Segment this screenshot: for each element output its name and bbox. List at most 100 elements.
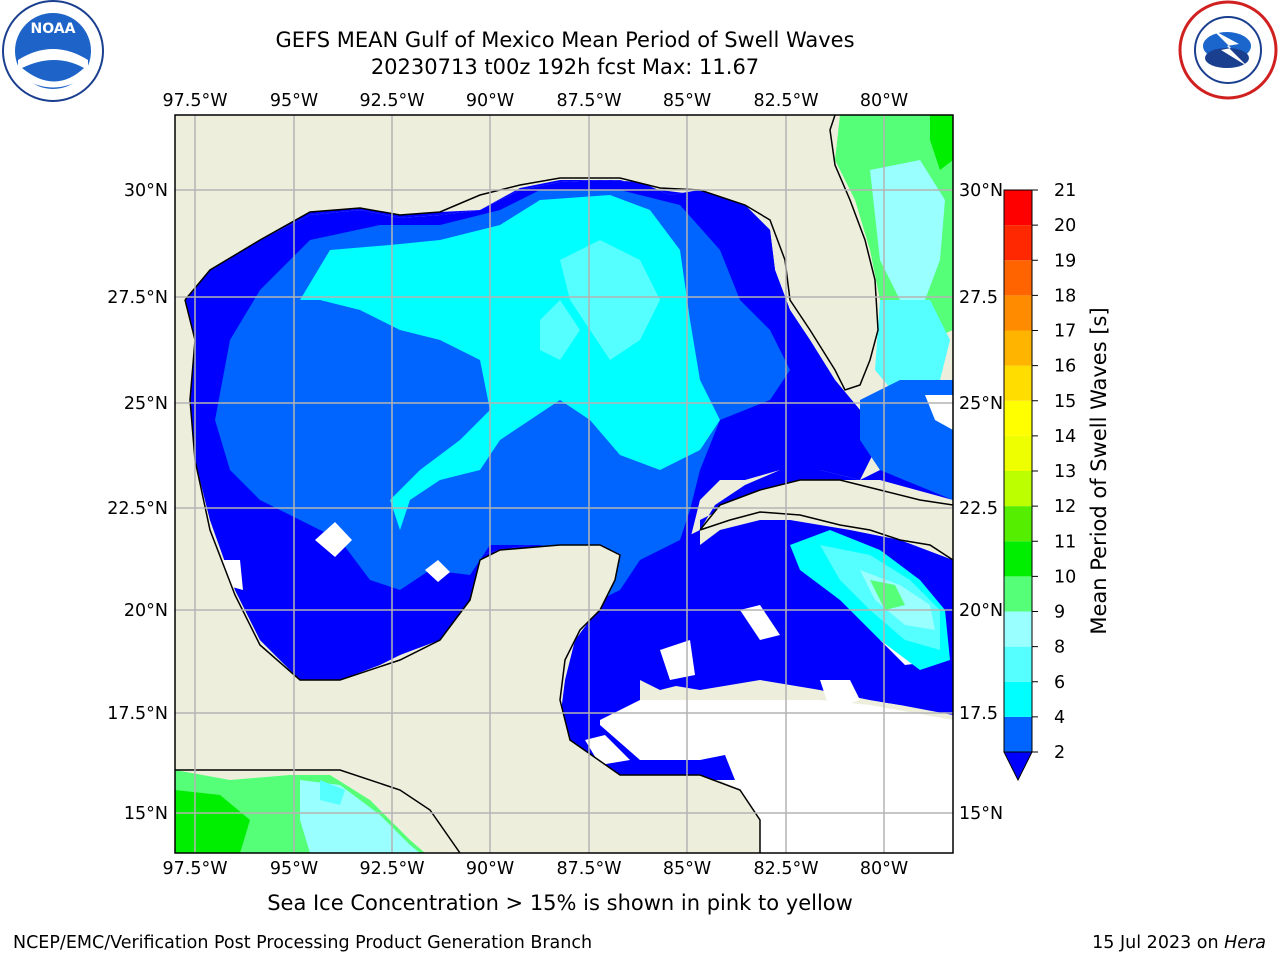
lon-labels-bottom: 97.5°W 95°W 92.5°W 90°W 87.5°W 85°W 82.5°W 80°W	[162, 859, 908, 879]
ocean-white-patch-2	[425, 560, 450, 582]
colorbar-tick-label: 19	[1054, 251, 1076, 271]
lat-labels-left: 30°N 27.5°N 25°N 22.5°N 20°N 17.5°N 15°N	[107, 181, 168, 824]
florida-land	[745, 115, 953, 390]
noaa-logo-icon: NOAA	[0, 0, 110, 109]
colorbar-segment	[1004, 400, 1032, 436]
noaa-logo-text: NOAA	[31, 21, 76, 37]
colorbar-tick-label: 4	[1054, 708, 1065, 728]
colorbar-segment	[1004, 681, 1032, 717]
colorbar-tick-label: 11	[1054, 532, 1076, 552]
coastline-pacific	[175, 769, 461, 853]
credit-machine: Hera	[1224, 933, 1266, 953]
lon-label-top: 90°W	[466, 91, 514, 111]
colorbar-tick-label: 16	[1054, 357, 1076, 377]
colorbar-tick-label: 15	[1054, 392, 1076, 412]
colorbar-segment	[1004, 435, 1032, 471]
pacific-cyan	[320, 780, 345, 805]
lon-label-bottom: 82.5°W	[753, 859, 818, 879]
colorbar-segment	[1004, 506, 1032, 542]
colorbar-segment	[1004, 190, 1032, 226]
coastline-gulf	[184, 115, 879, 391]
nws-logo-icon	[1177, 0, 1280, 104]
atlantic-bright-green	[930, 115, 953, 170]
colorbar-tick-label: 14	[1054, 427, 1076, 447]
colorbar-segment	[1004, 716, 1032, 752]
caribbean-white-holes-3	[820, 680, 860, 710]
lon-label-top: 82.5°W	[753, 91, 818, 111]
colorbar-tick-label: 18	[1054, 286, 1076, 306]
colorbar-segment	[1004, 225, 1032, 261]
credit-date: 15 Jul 2023 on Hera	[1092, 933, 1266, 953]
lat-label-right: 15°N	[959, 804, 1003, 824]
lon-label-top: 87.5°W	[556, 91, 621, 111]
colorbar-tick-label: 8	[1054, 638, 1065, 658]
caribbean-white-holes-2	[740, 605, 780, 640]
ocean-white-patch-1	[315, 522, 352, 557]
chart-title: GEFS MEAN Gulf of Mexico Mean Period of …	[275, 28, 855, 52]
lon-label-top: 97.5°W	[162, 91, 227, 111]
gulf-water-lightcyan-2	[540, 300, 580, 360]
colorbar-label: Mean Period of Swell Waves [s]	[1087, 307, 1111, 634]
lon-label-top: 92.5°W	[359, 91, 424, 111]
lat-label-right: 20°N	[959, 601, 1003, 621]
colorbar-extend-arrow	[1003, 751, 1033, 782]
atlantic-lightcyan	[875, 300, 950, 400]
lat-label-left: 30°N	[124, 181, 168, 201]
pacific-bright-green	[175, 790, 250, 853]
colorbar-tick-label: 12	[1054, 497, 1076, 517]
colorbar-segment	[1004, 471, 1032, 507]
coastline-cuba	[699, 479, 953, 561]
colorbar-tick-label: 9	[1054, 603, 1065, 623]
gridlines	[175, 115, 953, 853]
lon-label-bottom: 87.5°W	[556, 859, 621, 879]
colorbar-segment	[1004, 330, 1032, 366]
lat-labels-right: 30°N 27.5 25°N 22.5 20°N 17.5 15°N	[959, 181, 1003, 824]
map-area	[175, 115, 953, 853]
lat-label-right: 22.5	[959, 499, 998, 519]
lat-label-left: 17.5°N	[107, 704, 168, 724]
lon-label-bottom: 92.5°W	[359, 859, 424, 879]
mexico-land	[175, 115, 840, 853]
lon-label-bottom: 97.5°W	[162, 859, 227, 879]
colorbar-segment	[1004, 541, 1032, 577]
lat-label-right: 27.5	[959, 288, 998, 308]
lat-label-left: 22.5°N	[107, 499, 168, 519]
colorbar-tick-label: 21	[1054, 181, 1076, 201]
chart-subtitle: 20230713 t00z 192h fcst Max: 11.67	[370, 55, 760, 79]
credit-date-text: 15 Jul 2023 on	[1092, 933, 1225, 953]
cuba-land	[700, 480, 953, 560]
coastline-mexico	[184, 299, 761, 853]
lat-label-right: 30°N	[959, 181, 1003, 201]
lon-label-bottom: 85°W	[663, 859, 711, 879]
lat-label-left: 15°N	[124, 804, 168, 824]
colorbar-segment	[1004, 611, 1032, 647]
lon-label-bottom: 95°W	[270, 859, 318, 879]
colorbar-tick-label: 20	[1054, 216, 1076, 236]
credit-left: NCEP/EMC/Verification Post Processing Pr…	[13, 933, 593, 953]
colorbar: 2 4 6 8 9 10 11 12 13 14 15 16 17 18 19 20 21	[1003, 181, 1076, 782]
lon-label-top: 85°W	[663, 91, 711, 111]
lon-label-bottom: 90°W	[466, 859, 514, 879]
lat-label-right: 17.5	[959, 704, 998, 724]
caribbean-white	[600, 700, 953, 853]
lon-label-bottom: 80°W	[860, 859, 908, 879]
lat-label-left: 27.5°N	[107, 288, 168, 308]
lat-label-left: 20°N	[124, 601, 168, 621]
colorbar-segment	[1004, 295, 1032, 331]
colorbar-segment	[1004, 646, 1032, 682]
caribbean-green	[870, 580, 905, 610]
map-frame	[174, 114, 954, 854]
lon-label-top: 80°W	[860, 91, 908, 111]
lat-label-left: 25°N	[124, 394, 168, 414]
colorbar-tick-label: 2	[1054, 743, 1065, 763]
colorbar-tick-label: 6	[1054, 673, 1065, 693]
gulf-water-lightcyan	[560, 240, 660, 360]
colorbar-tick-label: 13	[1054, 462, 1076, 482]
colorbar-segment	[1004, 365, 1032, 401]
lon-labels-top: 97.5°W 95°W 92.5°W 90°W 87.5°W 85°W 82.5°W 80°W	[162, 91, 908, 111]
colorbar-segment	[1004, 576, 1032, 612]
lon-label-top: 95°W	[270, 91, 318, 111]
colorbar-tick-label: 10	[1054, 567, 1076, 587]
lat-label-right: 25°N	[959, 394, 1003, 414]
